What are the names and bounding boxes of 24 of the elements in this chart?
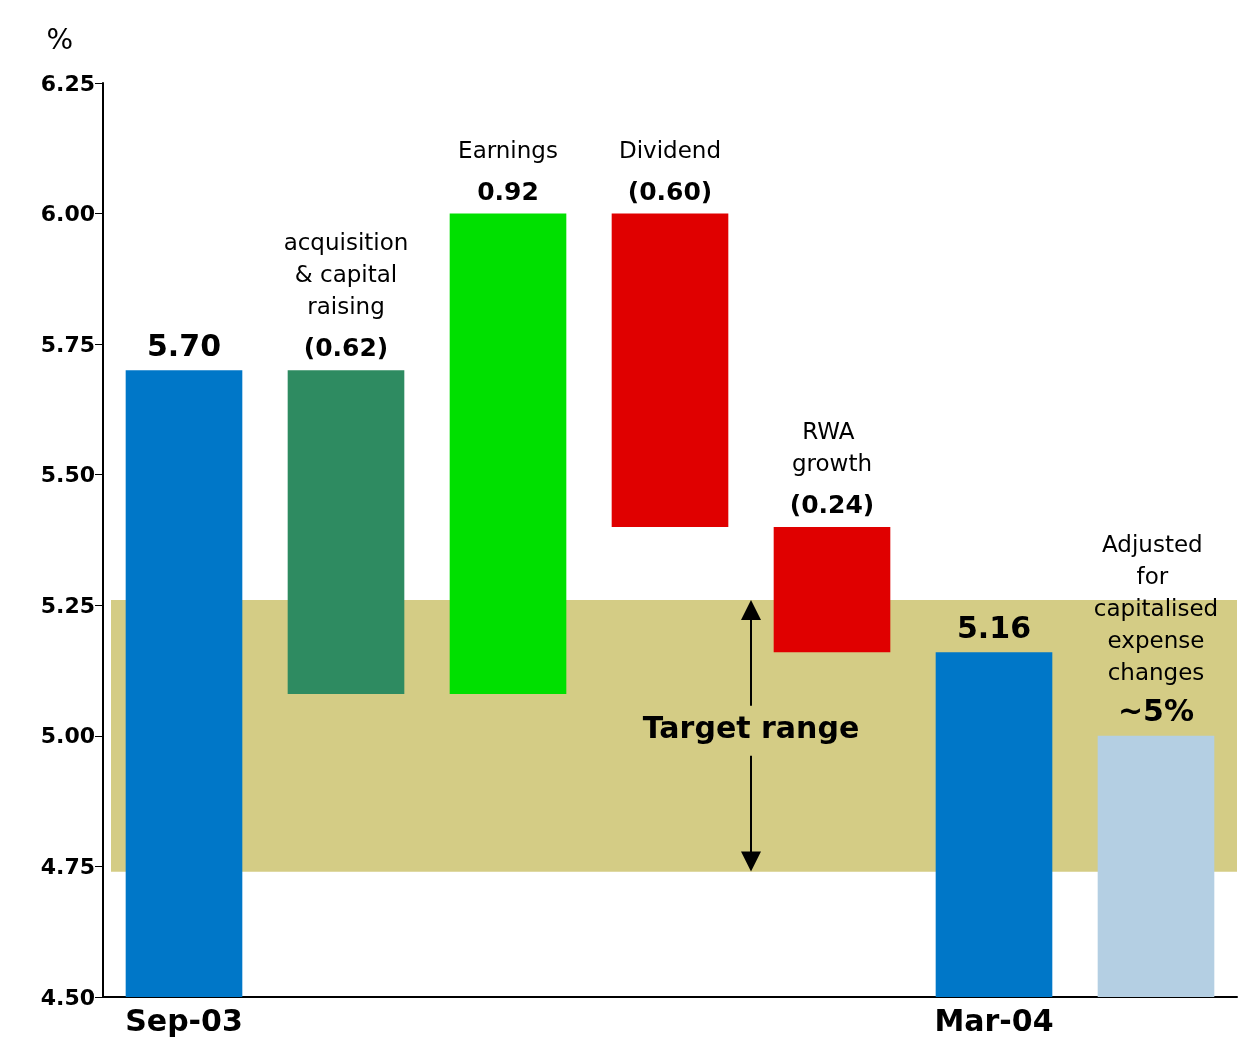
data-label: 5.70: [146, 327, 222, 363]
data-label: (0.62): [303, 333, 389, 363]
band-label: Target range: [642, 710, 860, 746]
y-tick-label: 5.50: [40, 462, 95, 488]
y-tick-label: 6.25: [40, 70, 95, 96]
data-label: (0.60): [627, 176, 713, 206]
data-label: (0.24): [789, 489, 875, 519]
data-label: 0.92: [477, 176, 539, 206]
x-tick-label: Mar-04: [934, 1002, 1054, 1038]
data-label: 5.16: [956, 609, 1032, 645]
annotation: Adjusted for capitalised expense changes: [1093, 530, 1219, 685]
annotation: acquisition & capital raising: [283, 229, 409, 320]
y-tick-label: 5.75: [40, 331, 95, 357]
y-axis-title: %: [46, 22, 73, 56]
annotation: RWA growth: [791, 417, 873, 476]
x-tick-label: Sep-03: [125, 1002, 243, 1038]
y-tick-label: 5.00: [40, 723, 95, 749]
y-tick-label: 5.25: [40, 592, 95, 618]
annotation: Earnings: [458, 136, 558, 163]
y-tick-label: 4.50: [40, 984, 95, 1010]
annotation: Dividend: [618, 136, 722, 163]
y-tick-label: 6.00: [40, 201, 95, 227]
y-tick-label: 4.75: [40, 853, 95, 879]
data-label: ~5%: [1117, 693, 1195, 729]
